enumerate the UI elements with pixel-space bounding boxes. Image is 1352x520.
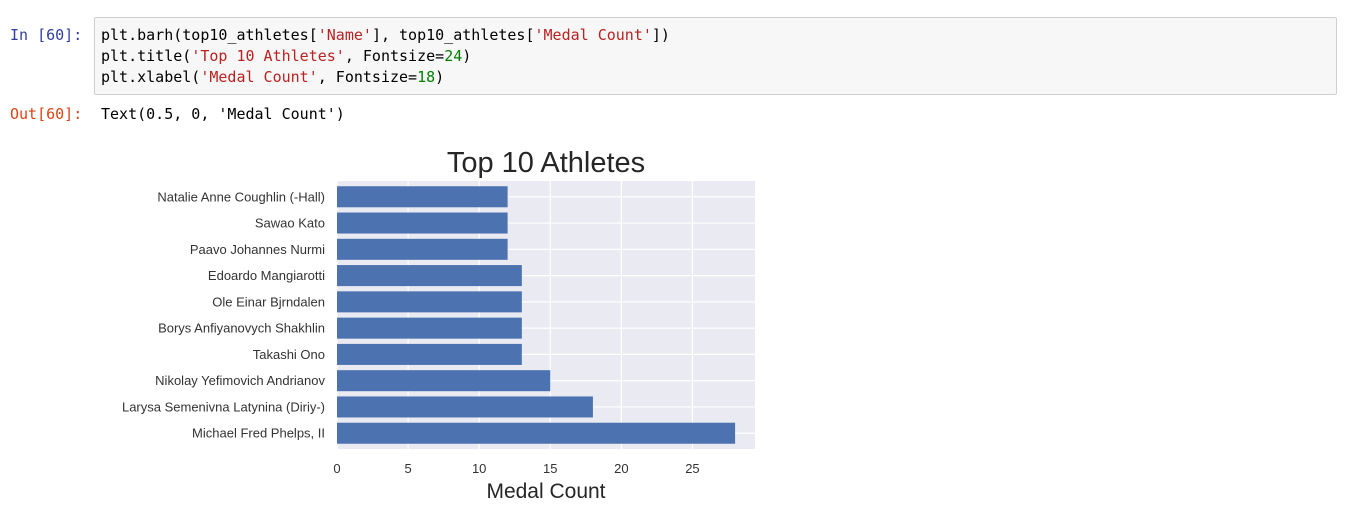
chart-title: Top 10 Athletes	[447, 147, 645, 179]
y-tick-label: Natalie Anne Coughlin (-Hall)	[157, 189, 325, 204]
x-tick-label: 25	[685, 461, 699, 476]
bar	[337, 291, 522, 313]
bar	[337, 422, 736, 444]
bar	[337, 212, 508, 234]
code-token: plt.xlabel(	[101, 68, 201, 86]
code-token: plt.title(	[101, 47, 192, 65]
y-tick-label: Ole Einar Bjrndalen	[212, 294, 325, 309]
code-token: )	[462, 47, 472, 65]
code-token: ])	[651, 26, 670, 44]
code-token: 'Medal Count'	[200, 68, 318, 86]
code-editor[interactable]: plt.barh(top10_athletes['Name'], top10_a…	[94, 17, 1337, 95]
code-token: )	[435, 68, 445, 86]
code-line: plt.barh(top10_athletes['Name'], top10_a…	[101, 25, 670, 46]
y-tick-label: Larysa Semenivna Latynina (Diriy-)	[122, 399, 325, 414]
y-tick-label: Paavo Johannes Nurmi	[190, 242, 325, 257]
input-prompt: In [60]:	[10, 26, 83, 44]
x-tick-label: 5	[404, 461, 411, 476]
code-token: 18	[417, 68, 436, 86]
bar	[337, 317, 522, 339]
bar	[337, 265, 522, 287]
x-tick-label: 20	[614, 461, 628, 476]
code-line: plt.title('Top 10 Athletes', Fontsize=24…	[101, 46, 471, 67]
x-tick-label: 0	[333, 461, 340, 476]
y-tick-label: Edoardo Mangiarotti	[208, 268, 325, 283]
y-tick-label: Borys Anfiyanovych Shakhlin	[158, 321, 325, 336]
x-axis-label: Medal Count	[486, 480, 605, 503]
bar	[337, 370, 551, 392]
output-prompt: Out[60]:	[10, 105, 83, 123]
y-tick-label: Sawao Kato	[255, 216, 325, 231]
bar	[337, 238, 508, 260]
y-tick-label: Nikolay Yefimovich Andrianov	[155, 373, 325, 388]
y-tick-label: Michael Fred Phelps, II	[192, 426, 325, 441]
bars	[337, 186, 736, 444]
x-tick-labels: 0 5 10 15 20 25	[333, 461, 699, 476]
code-token: , Fontsize=	[344, 47, 445, 65]
code-token: 'Name'	[317, 26, 372, 44]
code-token: plt.barh(top10_athletes[	[101, 26, 318, 44]
x-tick-label: 10	[472, 461, 486, 476]
code-line: plt.xlabel('Medal Count', Fontsize=18)	[101, 67, 444, 88]
bar	[337, 396, 593, 418]
bar	[337, 186, 508, 208]
x-tick-label: 15	[543, 461, 557, 476]
y-tick-labels: Michael Fred Phelps, II Larysa Semenivna …	[122, 189, 326, 440]
code-token: 'Medal Count'	[534, 26, 652, 44]
bar	[337, 343, 522, 365]
code-token: 'Top 10 Athletes'	[191, 47, 345, 65]
output-text: Text(0.5, 0, 'Medal Count')	[101, 105, 345, 123]
y-tick-label: Takashi Ono	[253, 347, 325, 362]
code-token: ], top10_athletes[	[371, 26, 535, 44]
input-cell[interactable]: In [60]: plt.barh(top10_athletes['Name']…	[0, 0, 1352, 100]
code-token: 24	[444, 47, 463, 65]
code-token: , Fontsize=	[317, 68, 418, 86]
